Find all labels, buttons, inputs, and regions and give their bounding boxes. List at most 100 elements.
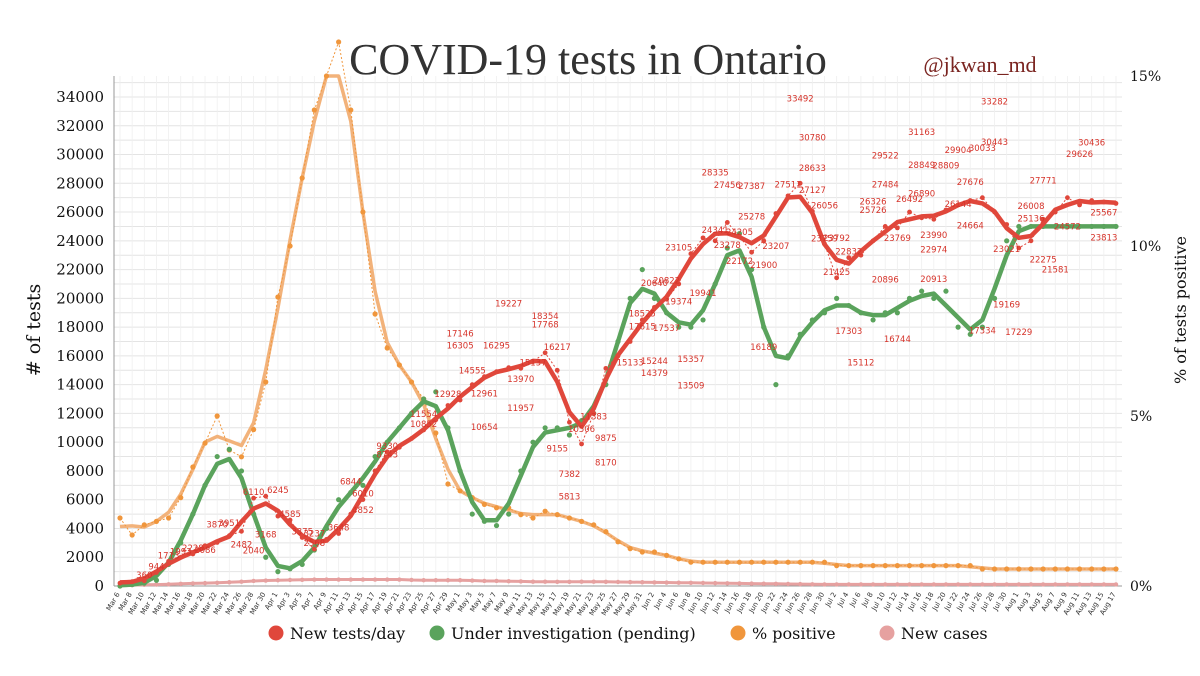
point-new-tests	[870, 238, 876, 244]
data-label: 6110	[243, 488, 265, 498]
y-tick-label: 12000	[56, 404, 104, 422]
point-new-cases	[640, 580, 645, 585]
y-tick-label: 4000	[66, 519, 104, 537]
point-new-cases	[968, 582, 973, 587]
point-new-tests	[773, 211, 779, 216]
point-new-tests	[372, 468, 378, 474]
data-label: 26890	[908, 189, 935, 199]
data-label: 17537	[653, 324, 680, 334]
point-pending	[809, 317, 815, 323]
data-label: 19374	[665, 297, 692, 307]
point-new-cases	[397, 577, 402, 582]
point-pending	[408, 410, 415, 417]
data-label: 16744	[884, 335, 911, 345]
data-label: 1993	[170, 547, 192, 557]
point-percent-positive	[749, 559, 755, 565]
point-new-tests	[858, 252, 864, 258]
data-label: 15112	[847, 359, 874, 369]
point-percent-positive	[955, 563, 961, 569]
data-label: 3237	[304, 529, 326, 539]
point-pending	[190, 511, 196, 517]
point-pending	[663, 310, 670, 316]
point-new-tests	[664, 296, 669, 302]
y-axis-right: 0% 5% 10% 15%	[1130, 69, 1161, 595]
point-new-tests	[1065, 195, 1070, 201]
point-pending	[530, 439, 536, 445]
point-pending	[1076, 223, 1083, 230]
point-pending	[493, 522, 500, 529]
data-label: 27771	[1030, 177, 1057, 187]
y-tick-label: 0	[94, 577, 104, 595]
point-pending	[894, 310, 900, 316]
data-label: 21425	[823, 268, 850, 278]
y-tick-label: 28000	[56, 174, 104, 192]
point-percent-positive	[542, 508, 548, 514]
y-axis-title: # of tests	[23, 284, 45, 377]
point-new-tests	[797, 180, 803, 186]
data-label: 23105	[665, 244, 692, 254]
point-new-cases	[785, 581, 791, 587]
point-new-tests	[676, 281, 682, 287]
data-label: 17229	[1005, 328, 1032, 338]
data-label: 17303	[835, 327, 862, 337]
data-label: 3870	[206, 520, 228, 530]
point-percent-positive	[712, 559, 718, 565]
point-pending	[761, 324, 767, 330]
data-label: 25278	[738, 212, 765, 222]
data-label: 25567	[1090, 208, 1117, 218]
legend-swatch	[268, 625, 284, 641]
point-new-tests	[822, 241, 827, 247]
point-pending	[846, 302, 852, 309]
point-new-cases	[1040, 582, 1046, 587]
data-label: 15137	[519, 358, 546, 368]
point-new-tests	[603, 365, 609, 371]
point-pending	[1028, 223, 1034, 230]
point-new-tests	[190, 551, 196, 557]
point-new-tests	[615, 353, 621, 359]
point-pending	[287, 566, 293, 572]
data-label: 27387	[738, 182, 765, 192]
point-new-tests	[567, 419, 572, 425]
point-new-tests	[992, 209, 997, 215]
point-new-tests	[785, 193, 791, 199]
point-new-cases	[615, 579, 621, 585]
point-new-cases	[931, 582, 937, 587]
point-new-tests	[809, 208, 815, 214]
point-percent-positive	[676, 556, 682, 562]
point-percent-positive	[323, 73, 330, 79]
point-pending	[773, 382, 779, 388]
data-label: 28633	[799, 164, 826, 174]
point-new-cases	[870, 582, 876, 587]
data-label: 5813	[559, 492, 581, 502]
data-label: 19941	[690, 289, 717, 299]
point-new-tests	[1004, 222, 1010, 227]
data-label: 17334	[969, 327, 996, 337]
point-percent-positive	[663, 552, 670, 559]
point-new-tests	[894, 225, 900, 231]
point-pending	[542, 425, 548, 431]
point-new-tests	[251, 495, 257, 501]
point-new-tests	[299, 535, 305, 540]
point-pending	[336, 497, 342, 503]
point-new-tests	[627, 339, 633, 344]
point-percent-positive	[1113, 566, 1119, 572]
point-new-tests	[943, 207, 949, 213]
point-pending	[153, 577, 160, 583]
data-label: 26326	[860, 197, 887, 207]
point-new-cases	[336, 577, 341, 582]
data-label: 2482	[231, 540, 253, 550]
legend-swatch	[879, 625, 895, 641]
legend-label: Under investigation (pending)	[451, 624, 696, 643]
point-pending	[931, 295, 937, 301]
point-pending	[967, 331, 973, 337]
point-new-tests	[1028, 238, 1034, 244]
data-label: 15357	[677, 355, 704, 365]
data-label: 944	[148, 562, 164, 572]
point-percent-positive	[275, 294, 281, 300]
point-percent-positive	[1089, 566, 1095, 572]
point-new-tests	[979, 195, 985, 201]
data-label: 23769	[884, 234, 911, 244]
y-tick-label: 14000	[56, 376, 104, 394]
point-new-tests	[1101, 199, 1107, 205]
